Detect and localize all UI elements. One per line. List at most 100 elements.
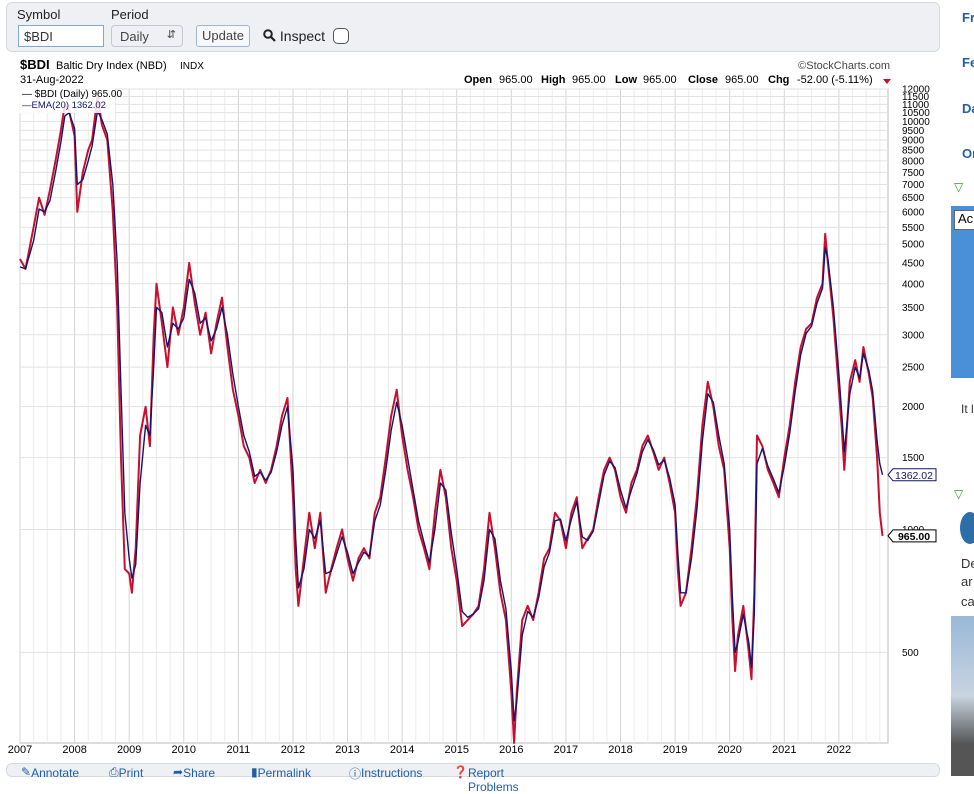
permalink-link[interactable]: ▮ Permalink — [251, 765, 311, 780]
x-tick-label: 2017 — [554, 744, 578, 756]
annotate-label: Annotate — [31, 766, 80, 780]
ad-image-2[interactable] — [951, 616, 974, 776]
y-tick-label: 9000 — [902, 136, 925, 147]
plot-area — [19, 95, 884, 744]
chart-symbol: $BDI — [20, 57, 50, 72]
down-arrow-icon — [883, 79, 891, 84]
price-last-flag: 965.00 — [887, 529, 937, 543]
close-value: 965.00 — [725, 74, 759, 86]
x-tick-label: 2014 — [390, 744, 414, 756]
chart-footer: ✎ Annotate ⎙ Print ➦ Share ▮ Permalink ⓘ… — [6, 763, 940, 794]
y-axis: 1200011500110001050010000950090008500800… — [902, 85, 930, 659]
ad-text-3: ar — [961, 574, 973, 589]
filter-icon[interactable]: ▽ — [954, 180, 964, 194]
filter-icon-2[interactable]: ▽ — [954, 487, 964, 501]
symbol-input[interactable] — [18, 25, 104, 47]
y-tick-label: 3000 — [902, 330, 925, 341]
period-label: Period — [111, 7, 149, 22]
y-tick-label: 11000 — [902, 100, 930, 111]
price-last-flag-text: 965.00 — [898, 531, 930, 543]
x-tick-label: 2022 — [827, 744, 851, 756]
x-tick-label: 2021 — [772, 744, 796, 756]
low-label: Low — [615, 74, 637, 86]
period-value: Daily — [120, 29, 149, 44]
y-tick-label: 500 — [902, 648, 919, 659]
y-tick-label: 3500 — [902, 303, 925, 314]
print-label: Print — [118, 766, 144, 780]
share-link[interactable]: ➦ Share — [173, 765, 216, 780]
x-tick-label: 2008 — [62, 744, 86, 756]
y-tick-label: 2000 — [902, 402, 925, 413]
permalink-label: Permalink — [257, 766, 311, 780]
annotate-link[interactable]: ✎ Annotate — [21, 765, 80, 780]
inspect-label: Inspect — [279, 28, 326, 44]
high-value: 965.00 — [572, 74, 606, 86]
y-tick-label: 11500 — [902, 92, 930, 103]
sidebar-link-1[interactable]: Fr — [962, 10, 974, 25]
report-link[interactable]: ❓ Report Problems — [453, 765, 519, 794]
chart-name: Baltic Dry Index (NBD) — [56, 60, 167, 72]
ad-image[interactable] — [951, 206, 974, 378]
chart-grid — [19, 88, 889, 744]
y-tick-label: 12000 — [902, 85, 930, 96]
chart-date: 31-Aug-2022 — [20, 74, 84, 86]
update-button[interactable]: Update — [196, 25, 250, 47]
low-value: 965.00 — [643, 74, 677, 86]
ad-text-4: ca — [961, 594, 974, 609]
ad-label: Ac — [954, 210, 974, 230]
ad-text-1: It l — [961, 402, 974, 416]
right-sidebar: Fr Fe Da Or ▽ Ac It l ▽ De ar ca — [948, 0, 974, 776]
y-tick-label: 4000 — [902, 279, 925, 290]
high-label: High — [541, 74, 566, 86]
y-tick-label: 7000 — [902, 180, 925, 191]
x-tick-label: 2013 — [335, 744, 359, 756]
sidebar-link-2[interactable]: Fe — [962, 55, 974, 70]
print-link[interactable]: ⎙ Print — [109, 765, 144, 780]
report-label: Report Problems — [467, 766, 519, 794]
y-tick-label: 9500 — [902, 126, 925, 137]
y-tick-label: 5500 — [902, 223, 925, 234]
sidebar-link-3[interactable]: Da — [962, 101, 974, 116]
x-tick-label: 2015 — [444, 744, 468, 756]
chg-value: -52.00 (-5.11%) — [797, 74, 873, 86]
y-tick-label: 7500 — [902, 168, 925, 179]
legend-ema: —EMA(20) 1362.02 — [22, 100, 106, 111]
x-tick-label: 2020 — [717, 744, 741, 756]
y-tick-label: 6000 — [902, 207, 925, 218]
sidebar-link-4[interactable]: Or — [962, 146, 974, 161]
symbol-label: Symbol — [17, 7, 61, 22]
x-tick-label: 2018 — [608, 744, 632, 756]
stockcharts-watermark: ©StockCharts.com — [798, 60, 890, 72]
ad-logo — [960, 512, 974, 544]
legend-price: — $BDI (Daily) 965.00 — [22, 89, 122, 100]
chart-toolbar: Symbol Period Daily ⇵ Update Inspect — [6, 2, 940, 52]
y-tick-label: 4500 — [902, 258, 925, 269]
y-tick-label: 8500 — [902, 146, 925, 157]
inspect-toggle[interactable]: Inspect — [263, 28, 325, 44]
x-tick-label: 2016 — [499, 744, 523, 756]
y-tick-label: 6500 — [902, 193, 925, 204]
ema-last-flag: 1362.02 — [887, 468, 937, 482]
x-tick-label: 2012 — [281, 744, 305, 756]
x-axis: 2007 2008 2009 2010 2011 2012 2013 2014 2015 2016… — [8, 744, 851, 756]
chart-exchange: INDX — [180, 61, 204, 72]
period-select[interactable]: Daily ⇵ — [111, 25, 183, 47]
y-tick-label: 10500 — [902, 108, 930, 119]
magnifier-icon — [263, 29, 276, 42]
y-tick-label: 1500 — [902, 453, 925, 464]
instructions-link[interactable]: ⓘ Instructions — [349, 766, 423, 781]
open-value: 965.00 — [499, 74, 533, 86]
open-label: Open — [464, 74, 492, 86]
ema-last-flag-text: 1362.02 — [895, 470, 933, 482]
y-tick-label: 10000 — [902, 117, 930, 128]
select-chevron-icon: ⇵ — [166, 29, 176, 41]
chg-label: Chg — [768, 74, 789, 86]
inspect-checkbox[interactable] — [333, 28, 349, 44]
y-tick-label: 8000 — [902, 156, 925, 167]
x-tick-label: 2009 — [117, 744, 141, 756]
ad-text-2: De — [961, 556, 974, 571]
last-value-labels: 1362.02 965.00 — [887, 468, 937, 543]
x-tick-label: 2007 — [8, 744, 32, 756]
ema-series-line — [19, 110, 884, 722]
y-tick-label: 5000 — [902, 240, 925, 251]
